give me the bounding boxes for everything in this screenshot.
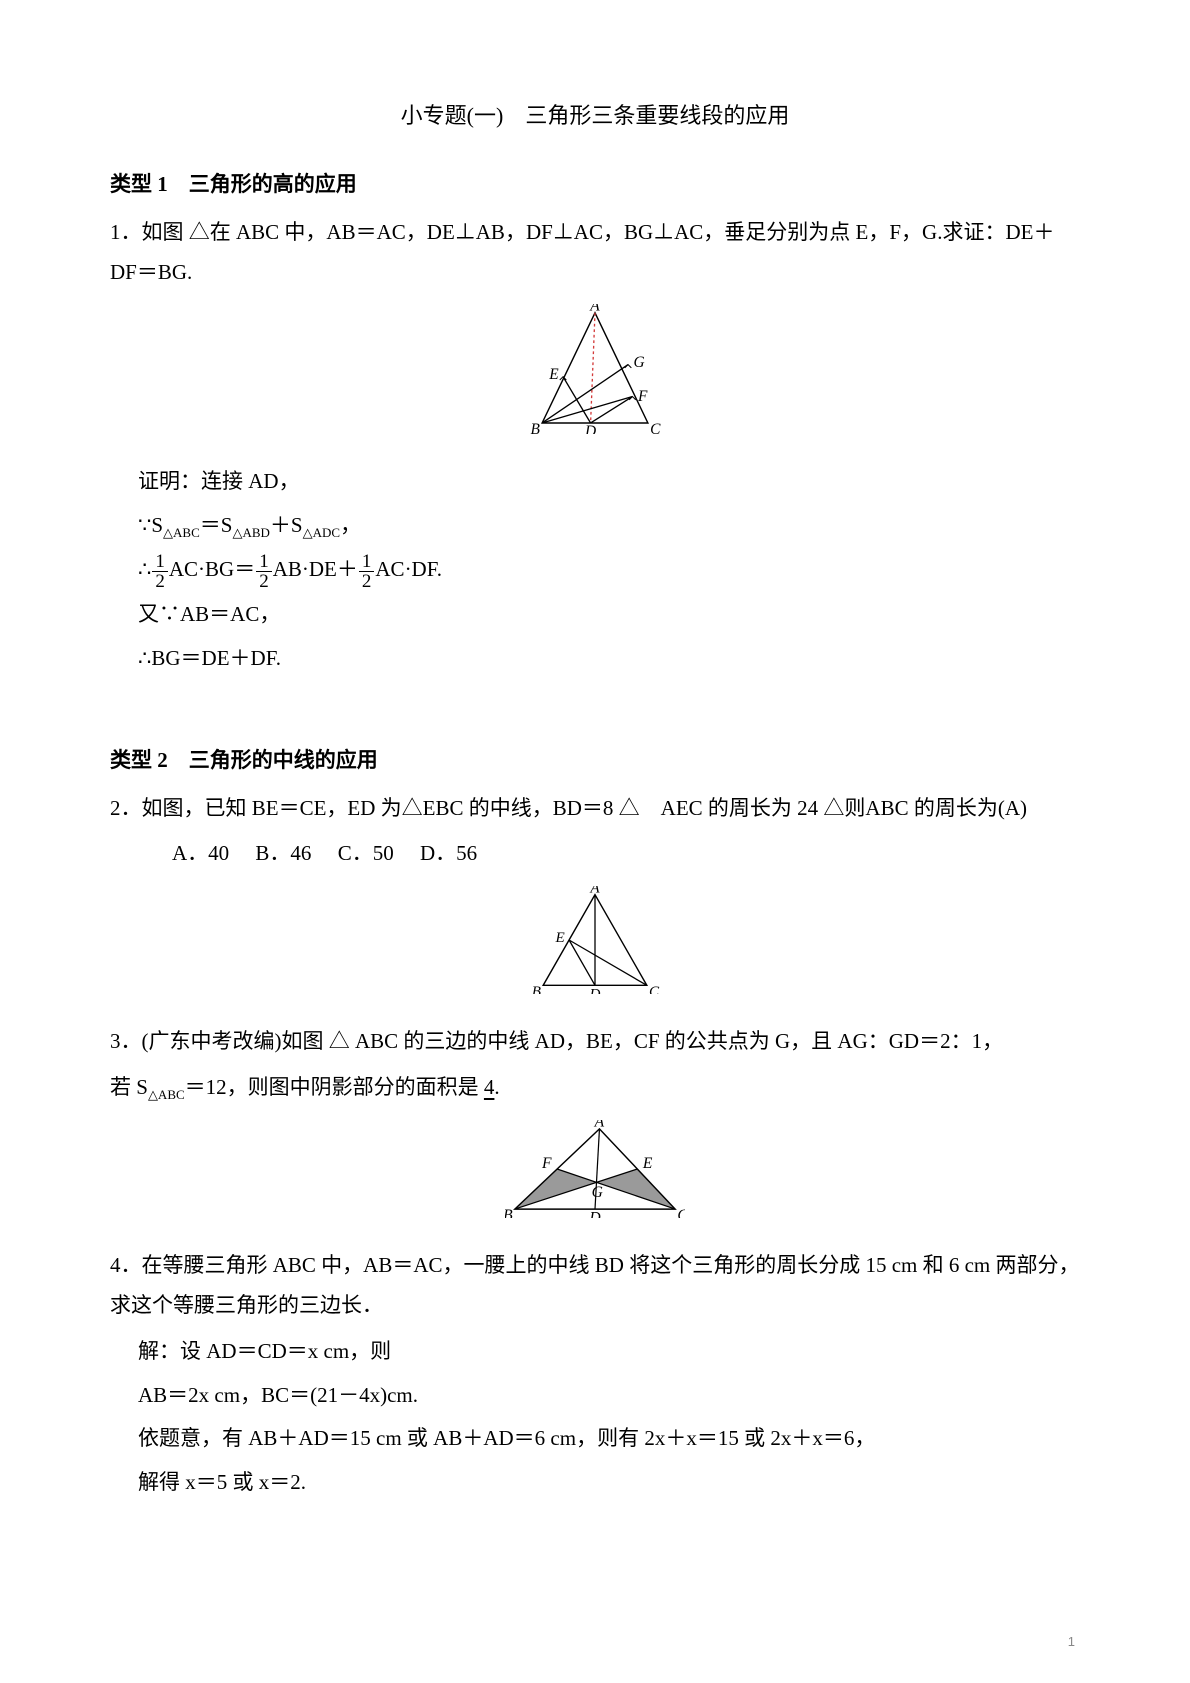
triangle-median-svg: A B C D E xyxy=(530,886,660,994)
svg-text:A: A xyxy=(589,886,600,896)
svg-text:G: G xyxy=(634,354,645,371)
sol4-l3: 依题意，有 AB＋AD＝15 cm 或 AB＋AD＝6 cm，则有 2x＋x＝1… xyxy=(138,1419,1080,1459)
q3-answer: 4 xyxy=(484,1075,495,1099)
question-4: 4．在等腰三角形 ABC 中，AB＝AC，一腰上的中线 BD 将这个三角形的周长… xyxy=(110,1246,1080,1326)
section1-heading: 类型 1 三角形的高的应用 xyxy=(110,165,1080,205)
proof-line-4: 又∵AB＝AC， xyxy=(138,595,1080,635)
page-title: 小专题(一) 三角形三条重要线段的应用 xyxy=(110,95,1080,137)
figure-2: A B C D E xyxy=(110,886,1080,1008)
sol4-l4: 解得 x＝5 或 x＝2. xyxy=(138,1463,1080,1503)
q2-opt-d: D．56 xyxy=(420,841,477,865)
p2d: △ABD xyxy=(232,525,269,540)
svg-text:C: C xyxy=(650,421,661,434)
svg-text:A: A xyxy=(594,1120,605,1131)
frac-n: 1 xyxy=(152,552,168,572)
q3b-d: . xyxy=(494,1075,499,1099)
p3b: AC·BG＝ xyxy=(169,557,255,581)
svg-text:D: D xyxy=(589,987,601,995)
p2a: ∵S xyxy=(138,513,163,537)
frac-n2: 1 xyxy=(256,552,272,572)
svg-text:C: C xyxy=(649,984,660,994)
p2c: ＝S xyxy=(200,513,233,537)
svg-text:D: D xyxy=(584,424,596,435)
page-number: 1 xyxy=(1068,1630,1075,1655)
svg-text:B: B xyxy=(505,1207,513,1218)
frac-d2: 2 xyxy=(256,572,272,591)
frac-d: 2 xyxy=(152,572,168,591)
question-1: 1．如图 △在 ABC 中，AB＝AC，DE⊥AB，DF⊥AC，BG⊥AC，垂足… xyxy=(110,213,1080,293)
proof-line-1: 证明：连接 AD， xyxy=(138,462,1080,502)
frac-1: 12 xyxy=(152,552,168,591)
proof-line-5: ∴BG＝DE＋DF. xyxy=(138,639,1080,679)
q2-opt-c: C．50 xyxy=(338,841,394,865)
p2e: ＋S xyxy=(270,513,303,537)
q3b-a: 若 S xyxy=(110,1075,148,1099)
q2-opt-a: A．40 xyxy=(172,841,229,865)
q3b-b: △ABC xyxy=(148,1087,185,1102)
p2b: △ABC xyxy=(163,525,200,540)
svg-text:E: E xyxy=(555,930,565,946)
svg-text:E: E xyxy=(642,1155,653,1172)
p2f: △ADC xyxy=(303,525,340,540)
p3c: AB·DE＋ xyxy=(273,557,358,581)
question-2: 2．如图，已知 BE＝CE，ED 为△EBC 的中线，BD＝8 △ AEC 的周… xyxy=(110,789,1080,829)
triangle-centroid-svg: A B C D E F G xyxy=(505,1120,685,1218)
frac-2: 12 xyxy=(256,552,272,591)
svg-text:E: E xyxy=(548,366,559,383)
question-2-options: A．40 B．46 C．50 D．56 xyxy=(172,834,1080,874)
frac-d3: 2 xyxy=(359,572,375,591)
svg-text:A: A xyxy=(589,304,600,315)
svg-text:F: F xyxy=(541,1155,552,1172)
question-3-line2: 若 S△ABC＝12，则图中阴影部分的面积是 4. xyxy=(110,1068,1080,1108)
svg-text:G: G xyxy=(592,1184,603,1201)
q2-opt-b: B．46 xyxy=(255,841,311,865)
proof-line-2: ∵S△ABC＝S△ABD＋S△ADC， xyxy=(138,506,1080,546)
figure-3: A B C D E F G xyxy=(110,1120,1080,1232)
svg-text:D: D xyxy=(588,1209,601,1218)
sol4-l2: AB＝2x cm，BC＝(21－4x)cm. xyxy=(138,1376,1080,1416)
svg-text:B: B xyxy=(530,421,540,434)
figure-1: A B C D E F G xyxy=(110,304,1080,448)
question-3-line1: 3．(广东中考改编)如图 △ ABC 的三边的中线 AD，BE，CF 的公共点为… xyxy=(110,1022,1080,1062)
p3a: ∴ xyxy=(138,557,151,581)
triangle-height-svg: A B C D E F G xyxy=(525,304,665,434)
p2g: ， xyxy=(340,513,361,537)
proof-line-3: ∴12AC·BG＝12AB·DE＋12AC·DF. xyxy=(138,550,1080,591)
svg-text:B: B xyxy=(532,984,541,994)
svg-text:F: F xyxy=(637,388,648,405)
p3d: AC·DF. xyxy=(375,557,442,581)
section2-heading: 类型 2 三角形的中线的应用 xyxy=(110,741,1080,781)
q3b-c: ＝12，则图中阴影部分的面积是 xyxy=(185,1075,484,1099)
sol4-l1: 解：设 AD＝CD＝x cm，则 xyxy=(138,1332,1080,1372)
frac-3: 12 xyxy=(359,552,375,591)
svg-text:C: C xyxy=(677,1207,685,1218)
frac-n3: 1 xyxy=(359,552,375,572)
